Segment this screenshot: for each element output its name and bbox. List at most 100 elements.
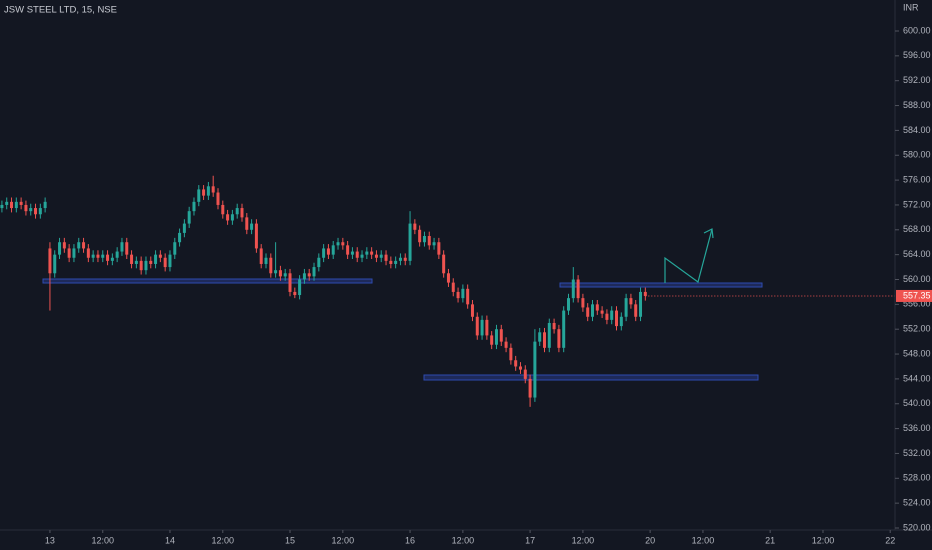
y-tick-label: 592.00 [903, 75, 931, 85]
candle-body [634, 304, 638, 317]
candle-body [106, 254, 110, 261]
candle-body [557, 329, 561, 348]
candle-body [298, 279, 302, 296]
candle-body [206, 186, 210, 196]
candle-body [494, 329, 498, 345]
candle-body [43, 201, 47, 209]
candle-body [374, 254, 378, 258]
candle-body [480, 319, 484, 336]
y-tick-label: 528.00 [903, 473, 931, 483]
candle-body [398, 257, 402, 261]
candle-body [466, 288, 470, 305]
y-tick-label: 544.00 [903, 373, 931, 383]
candle-body [302, 273, 306, 280]
candle-body [254, 223, 258, 249]
candle-body [115, 251, 119, 258]
candle-body [274, 270, 278, 274]
y-tick-label: 540.00 [903, 398, 931, 408]
candle-body [576, 279, 580, 299]
x-tick-label: 12:00 [452, 535, 475, 545]
candle-body [595, 304, 599, 311]
candle-body [197, 189, 201, 202]
candle-body [96, 254, 100, 258]
y-tick-label: 536.00 [903, 423, 931, 433]
x-tick-label: 12:00 [812, 535, 835, 545]
candle-body [499, 329, 503, 342]
candle-body [211, 186, 215, 193]
y-tick-label: 576.00 [903, 174, 931, 184]
y-tick-label: 560.00 [903, 274, 931, 284]
candle-body [14, 201, 18, 209]
candle-body [427, 236, 431, 246]
candle-body [235, 208, 239, 215]
x-tick-label: 12:00 [692, 535, 715, 545]
candle-body [48, 248, 52, 274]
candle-body [269, 257, 273, 274]
candle-body [264, 257, 268, 264]
candle-body [566, 298, 570, 311]
candle-body [91, 254, 95, 258]
candle-body [230, 214, 234, 221]
candle-body [163, 257, 167, 268]
candle-body [53, 254, 57, 274]
y-tick-label: 524.00 [903, 498, 931, 508]
candle-body [360, 254, 364, 258]
candle-body [571, 279, 575, 299]
y-tick-label: 568.00 [903, 224, 931, 234]
x-tick-label: 15 [285, 535, 295, 545]
candle-body [509, 347, 513, 361]
candle-body [182, 223, 186, 233]
candle-body [38, 208, 42, 215]
y-tick-label: 548.00 [903, 348, 931, 358]
candle-body [72, 248, 76, 258]
candle-body [288, 273, 292, 292]
candle-body [168, 254, 172, 268]
candle-body [341, 242, 345, 246]
candle-body [432, 242, 436, 246]
candle-body [29, 208, 33, 212]
candle-body [173, 242, 177, 255]
candle-body [19, 201, 23, 205]
candle-body [226, 214, 230, 221]
y-tick-label: 532.00 [903, 448, 931, 458]
x-tick-label: 17 [525, 535, 535, 545]
candle-body [619, 316, 623, 327]
arrow-head [703, 228, 714, 239]
candle-body [130, 254, 134, 264]
candle-body [202, 189, 206, 196]
x-tick-label: 14 [165, 535, 175, 545]
candle-body [442, 254, 446, 274]
candle-body [216, 192, 220, 205]
candle-body [461, 288, 465, 299]
candle-body [10, 201, 14, 209]
candle-body [331, 245, 335, 255]
candle-body [581, 298, 585, 308]
candle-body [451, 282, 455, 292]
candle-body [326, 248, 330, 255]
candle-body [600, 310, 604, 314]
y-tick-label: 600.00 [903, 25, 931, 35]
y-tick-label: 580.00 [903, 150, 931, 160]
candle-body [422, 236, 426, 243]
candle-body [187, 211, 191, 224]
x-tick-label: 12:00 [212, 535, 235, 545]
candle-body [101, 254, 105, 258]
candle-body [413, 223, 417, 230]
candle-body [250, 223, 254, 230]
candle-body [24, 204, 28, 212]
candle-body [547, 322, 551, 348]
support-zone [423, 374, 759, 381]
candle-body [542, 332, 546, 348]
candle-body [384, 254, 388, 261]
candle-body [504, 341, 508, 348]
candle-body [624, 298, 628, 317]
candle-body [0, 204, 4, 209]
candle-body [586, 307, 590, 317]
y-tick-label: 596.00 [903, 50, 931, 60]
candle-body [538, 332, 542, 342]
candle-body [518, 366, 522, 370]
x-tick-label: 13 [45, 535, 55, 545]
candle-body [240, 208, 244, 218]
